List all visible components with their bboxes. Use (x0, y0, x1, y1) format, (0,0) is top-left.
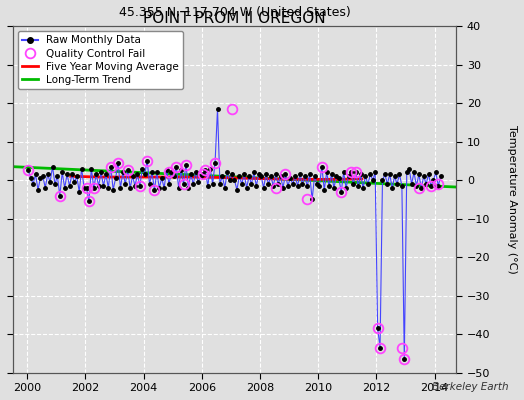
Title: POINT PROM II OREGON: POINT PROM II OREGON (143, 11, 326, 26)
Text: Berkeley Earth: Berkeley Earth (432, 382, 508, 392)
Y-axis label: Temperature Anomaly (°C): Temperature Anomaly (°C) (507, 125, 517, 274)
Legend: Raw Monthly Data, Quality Control Fail, Five Year Moving Average, Long-Term Tren: Raw Monthly Data, Quality Control Fail, … (18, 31, 183, 89)
Text: 45.355 N, 117.704 W (United States): 45.355 N, 117.704 W (United States) (118, 6, 351, 19)
